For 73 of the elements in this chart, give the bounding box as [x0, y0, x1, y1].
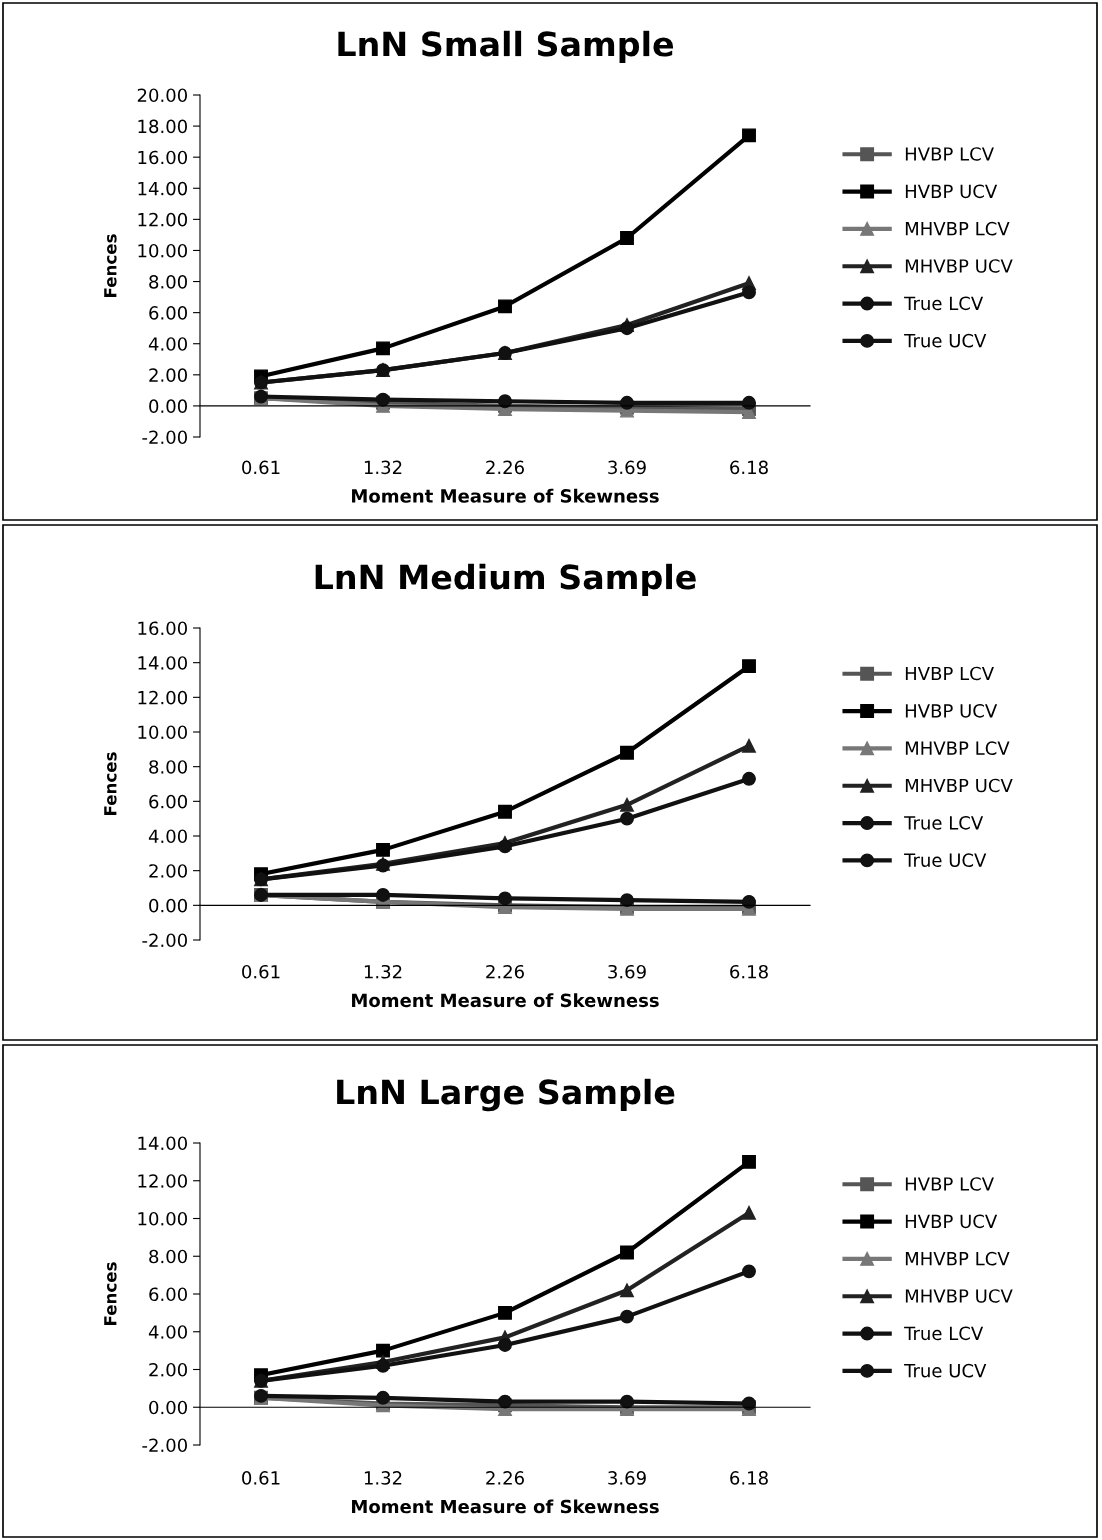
y-tick-label: 2.00 [149, 864, 187, 878]
legend-label: HVBP LCV [905, 1177, 994, 1191]
y-tick-label: 10.00 [138, 243, 187, 258]
x-tick-label: 2.26 [486, 964, 524, 979]
legend-label: MHVBP UCV [905, 778, 1013, 793]
y-tick-label: 18.00 [138, 119, 187, 134]
legend-label: MHVBP LCV [905, 1251, 1010, 1266]
legend-label: True UCV [904, 1363, 987, 1378]
legend-label: MHVBP UCV [905, 259, 1013, 273]
y-tick-label: -2.00 [142, 430, 187, 445]
legend-label: True LCV [904, 1326, 984, 1341]
y-tick-label: 0.00 [149, 399, 187, 414]
legend-label: HVBP UCV [905, 703, 998, 718]
x-tick-label: 1.32 [364, 964, 402, 979]
y-tick-label: -2.00 [142, 933, 187, 948]
x-tick-label: 1.32 [364, 1471, 402, 1485]
x-tick-label: 0.61 [242, 964, 280, 979]
legend-label: MHVBP LCV [905, 221, 1010, 236]
y-tick-label: -2.00 [142, 1438, 187, 1453]
y-tick-label: 8.00 [149, 1249, 187, 1264]
chart-title: LnN Small Sample [338, 30, 674, 64]
x-axis-title: Moment Measure of Skewness [352, 488, 659, 503]
y-tick-label: 12.00 [138, 690, 187, 705]
x-tick-label: 0.61 [242, 460, 280, 475]
y-tick-label: 14.00 [138, 181, 187, 196]
y-tick-label: 0.00 [149, 1400, 187, 1415]
legend-label: MHVBP LCV [905, 741, 1010, 755]
y-axis-title: Fences [104, 1262, 117, 1325]
legend-label: HVBP UCV [905, 184, 998, 199]
chart-title: LnN Large Sample [337, 1078, 675, 1112]
y-axis-title: Fences [104, 752, 117, 815]
x-tick-label: 6.18 [730, 964, 768, 979]
y-tick-label: 6.00 [149, 306, 187, 320]
y-tick-label: 10.00 [138, 1211, 187, 1226]
x-tick-label: 3.69 [608, 1471, 646, 1485]
y-tick-label: 8.00 [149, 760, 187, 774]
y-tick-label: 14.00 [138, 656, 187, 670]
x-tick-label: 2.26 [486, 1471, 524, 1485]
legend-label: True LCV [904, 815, 984, 830]
y-tick-label: 8.00 [149, 275, 187, 289]
x-axis-title: Moment Measure of Skewness [352, 993, 659, 1008]
x-tick-label: 3.69 [608, 964, 646, 979]
y-tick-label: 4.00 [148, 1325, 187, 1339]
y-tick-label: 16.00 [138, 621, 187, 636]
x-tick-label: 1.32 [364, 460, 402, 475]
y-tick-label: 2.00 [149, 1362, 187, 1377]
y-tick-label: 6.00 [149, 1287, 187, 1302]
x-tick-label: 2.26 [486, 460, 524, 475]
y-tick-label: 16.00 [138, 150, 187, 165]
x-tick-label: 6.18 [730, 460, 768, 475]
y-tick-label: 4.00 [148, 829, 187, 844]
legend-label: HVBP LCV [905, 147, 994, 161]
legend-label: True UCV [904, 853, 987, 867]
y-tick-label: 6.00 [149, 794, 187, 809]
legend-label: HVBP LCV [905, 666, 994, 681]
legend-label: True LCV [904, 296, 984, 311]
legend-label: True UCV [904, 333, 987, 348]
x-axis-title: Moment Measure of Skewness [352, 1499, 659, 1514]
x-tick-label: 6.18 [730, 1471, 768, 1485]
x-tick-label: 0.61 [242, 1471, 280, 1485]
y-tick-label: 12.00 [138, 1174, 187, 1188]
x-tick-label: 3.69 [608, 460, 646, 475]
y-tick-label: 10.00 [138, 725, 187, 740]
legend-label: HVBP UCV [905, 1214, 998, 1229]
y-tick-label: 2.00 [149, 368, 187, 382]
legend-label: MHVBP UCV [905, 1289, 1013, 1303]
y-tick-label: 12.00 [138, 212, 187, 227]
y-tick-label: 14.00 [138, 1136, 187, 1151]
chart-title: LnN Medium Sample [315, 563, 696, 597]
y-tick-label: 20.00 [137, 88, 187, 103]
y-tick-label: 0.00 [149, 898, 187, 913]
y-tick-label: 4.00 [148, 337, 187, 351]
y-axis-title: Fences [104, 234, 117, 297]
